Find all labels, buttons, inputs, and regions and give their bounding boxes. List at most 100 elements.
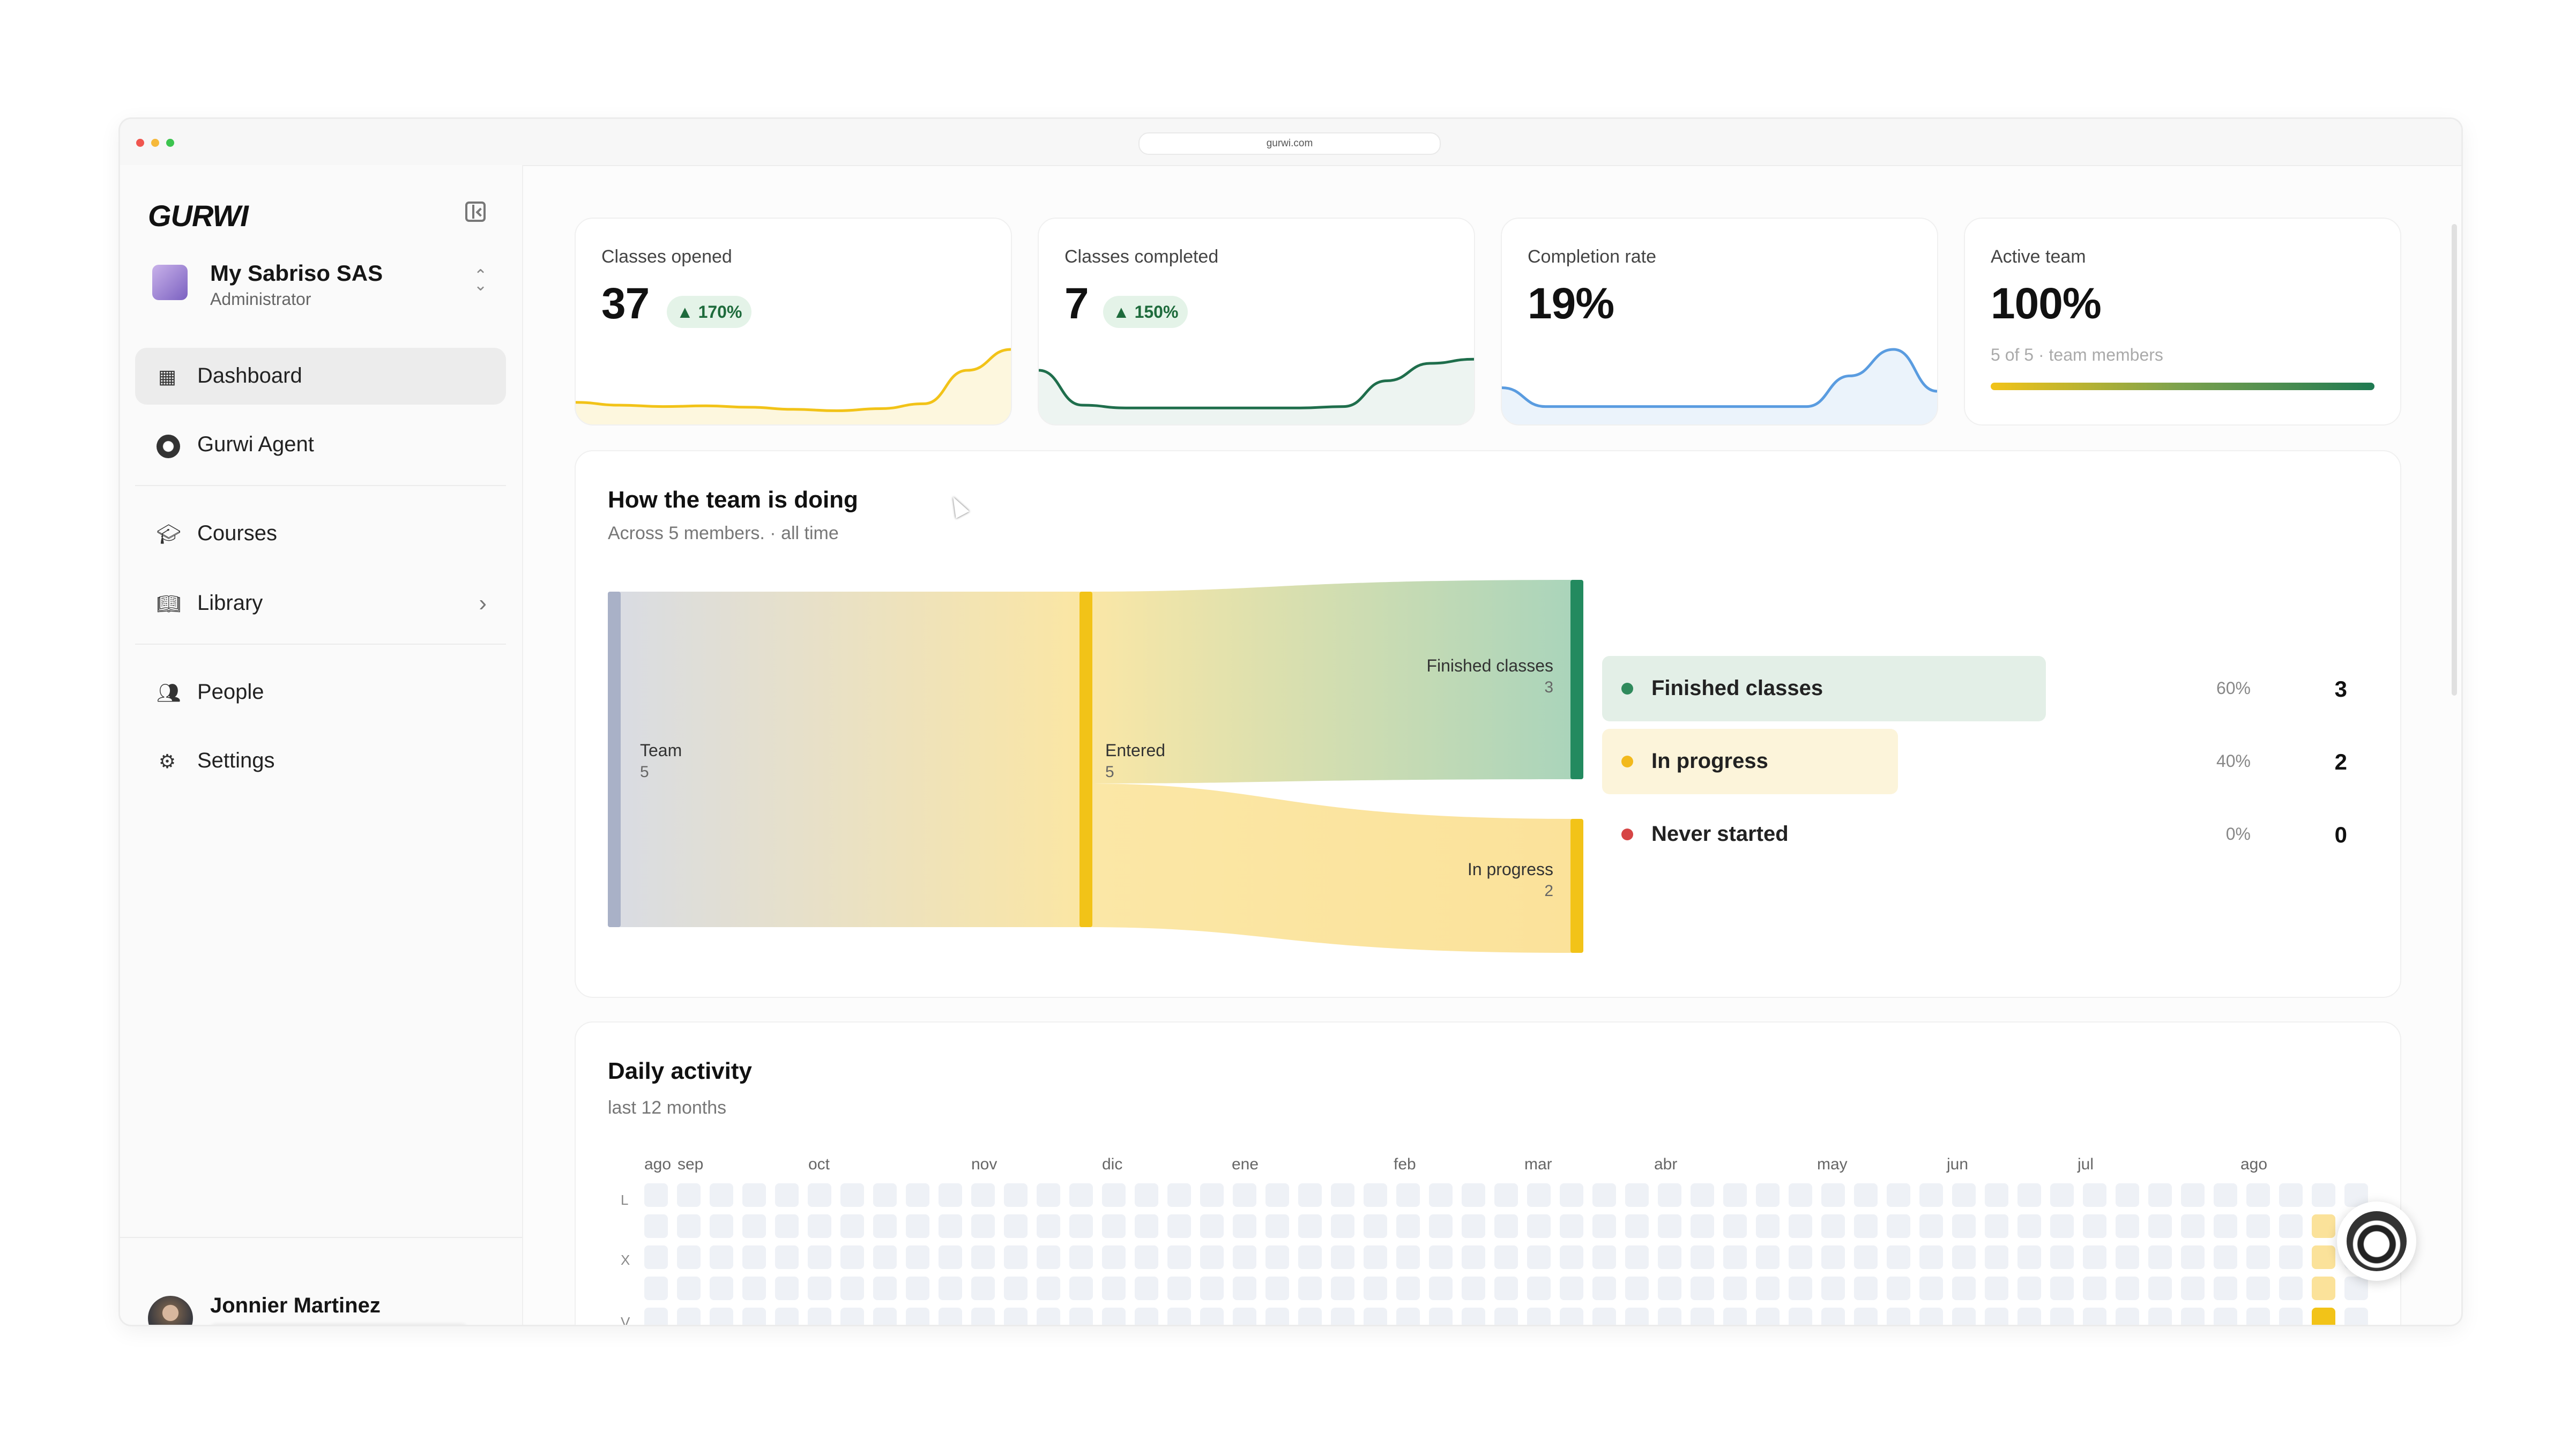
heatmap-cell[interactable] (1102, 1245, 1126, 1269)
collapse-sidebar-icon[interactable] (465, 202, 486, 222)
heatmap-cell[interactable] (1298, 1277, 1322, 1300)
heatmap-cell[interactable] (1102, 1308, 1126, 1325)
heatmap-cell[interactable] (1004, 1308, 1028, 1325)
heatmap-cell[interactable] (1527, 1277, 1551, 1300)
heatmap-cell[interactable] (2214, 1214, 2237, 1238)
heatmap-cell[interactable] (1265, 1245, 1289, 1269)
heatmap-cell[interactable] (2083, 1308, 2106, 1325)
heatmap-cell[interactable] (939, 1245, 962, 1269)
heatmap-cell[interactable] (1265, 1183, 1289, 1207)
heatmap-cell[interactable] (1233, 1245, 1256, 1269)
heatmap-cell[interactable] (1331, 1214, 1354, 1238)
heatmap-cell[interactable] (1919, 1183, 1943, 1207)
heatmap-cell[interactable] (971, 1308, 995, 1325)
sidebar-item-library[interactable]: 📖︎ Library › (135, 575, 506, 632)
heatmap-cell[interactable] (2246, 1214, 2270, 1238)
heatmap-cell[interactable] (1919, 1245, 1943, 1269)
heatmap-cell[interactable] (1364, 1214, 1387, 1238)
heatmap-cell[interactable] (1494, 1308, 1518, 1325)
heatmap-cell[interactable] (1527, 1214, 1551, 1238)
heatmap-cell[interactable] (808, 1214, 831, 1238)
heatmap-cell[interactable] (1789, 1277, 1812, 1300)
heatmap-cell[interactable] (1789, 1183, 1812, 1207)
heatmap-cell[interactable] (1298, 1214, 1322, 1238)
heatmap-cell[interactable] (2148, 1308, 2172, 1325)
heatmap-cell[interactable] (1854, 1183, 1878, 1207)
heatmap-cell[interactable] (906, 1214, 929, 1238)
heatmap-cell[interactable] (873, 1183, 897, 1207)
heatmap-cell[interactable] (1821, 1214, 1845, 1238)
heatmap-cell[interactable] (2116, 1214, 2139, 1238)
heatmap-cell[interactable] (1004, 1183, 1028, 1207)
heatmap-cell[interactable] (1756, 1277, 1780, 1300)
heatmap-cell[interactable] (1364, 1245, 1387, 1269)
heatmap-cell[interactable] (1069, 1277, 1093, 1300)
heatmap-cell[interactable] (677, 1245, 701, 1269)
heatmap-cell[interactable] (1527, 1183, 1551, 1207)
heatmap-cell[interactable] (1069, 1214, 1093, 1238)
heatmap-cell[interactable] (1298, 1245, 1322, 1269)
heatmap-cell[interactable] (2181, 1308, 2205, 1325)
minimize-window-icon[interactable] (151, 139, 159, 147)
heatmap-cell[interactable] (1135, 1214, 1158, 1238)
heatmap-cell[interactable] (1789, 1308, 1812, 1325)
heatmap-cell[interactable] (1102, 1214, 1126, 1238)
heatmap-cell[interactable] (1102, 1183, 1126, 1207)
heatmap-cell[interactable] (1985, 1183, 2008, 1207)
heatmap-cell[interactable] (1985, 1277, 2008, 1300)
heatmap-cell[interactable] (1167, 1308, 1191, 1325)
heatmap-cell[interactable] (1527, 1245, 1551, 1269)
heatmap-cell[interactable] (873, 1245, 897, 1269)
heatmap-cell[interactable] (2017, 1308, 2041, 1325)
heatmap-cell[interactable] (710, 1245, 733, 1269)
heatmap-cell[interactable] (1396, 1183, 1420, 1207)
node-entered[interactable] (1079, 592, 1092, 927)
heatmap-cell[interactable] (1004, 1245, 1028, 1269)
heatmap-cell[interactable] (1167, 1245, 1191, 1269)
heatmap-cell[interactable] (1919, 1214, 1943, 1238)
heatmap-cell[interactable] (1396, 1277, 1420, 1300)
heatmap-cell[interactable] (1462, 1214, 1485, 1238)
heatmap-cell[interactable] (1691, 1245, 1714, 1269)
heatmap-cell[interactable] (906, 1308, 929, 1325)
heatmap-cell[interactable] (2148, 1245, 2172, 1269)
heatmap-cell[interactable] (742, 1214, 766, 1238)
heatmap-cell[interactable] (1789, 1214, 1812, 1238)
heatmap-cell[interactable] (1658, 1214, 1681, 1238)
heatmap-cell[interactable] (2214, 1183, 2237, 1207)
heatmap-cell[interactable] (2181, 1214, 2205, 1238)
heatmap-cell[interactable] (1462, 1308, 1485, 1325)
heatmap-cell[interactable] (1854, 1308, 1878, 1325)
heatmap-cell[interactable] (1233, 1183, 1256, 1207)
heatmap-cell[interactable] (1429, 1245, 1453, 1269)
heatmap-cell[interactable] (2246, 1277, 2270, 1300)
heatmap-cell[interactable] (2181, 1277, 2205, 1300)
heatmap-cell[interactable] (2050, 1245, 2074, 1269)
heatmap-cell[interactable] (710, 1214, 733, 1238)
heatmap-cell[interactable] (2148, 1214, 2172, 1238)
heatmap-cell[interactable] (2246, 1308, 2270, 1325)
heatmap-cell[interactable] (1985, 1308, 2008, 1325)
heatmap-cell[interactable] (2312, 1308, 2335, 1325)
heatmap-cell[interactable] (1233, 1277, 1256, 1300)
heatmap-cell[interactable] (840, 1183, 864, 1207)
heatmap-cell[interactable] (2017, 1214, 2041, 1238)
heatmap-cell[interactable] (1821, 1308, 1845, 1325)
heatmap-cell[interactable] (2312, 1245, 2335, 1269)
heatmap-cell[interactable] (1396, 1245, 1420, 1269)
heatmap-cell[interactable] (1985, 1245, 2008, 1269)
heatmap-cell[interactable] (1135, 1277, 1158, 1300)
heatmap-cell[interactable] (2017, 1277, 2041, 1300)
heatmap-cell[interactable] (742, 1183, 766, 1207)
heatmap-cell[interactable] (1592, 1214, 1616, 1238)
heatmap-cell[interactable] (1331, 1183, 1354, 1207)
heatmap-cell[interactable] (2312, 1214, 2335, 1238)
heatmap-cell[interactable] (840, 1308, 864, 1325)
maximize-window-icon[interactable] (166, 139, 174, 147)
heatmap-cell[interactable] (1494, 1245, 1518, 1269)
heatmap-cell[interactable] (1887, 1183, 1910, 1207)
heatmap-cell[interactable] (1037, 1183, 1060, 1207)
heatmap-cell[interactable] (1723, 1277, 1747, 1300)
heatmap-cell[interactable] (1037, 1308, 1060, 1325)
node-in-progress[interactable] (1570, 819, 1583, 953)
